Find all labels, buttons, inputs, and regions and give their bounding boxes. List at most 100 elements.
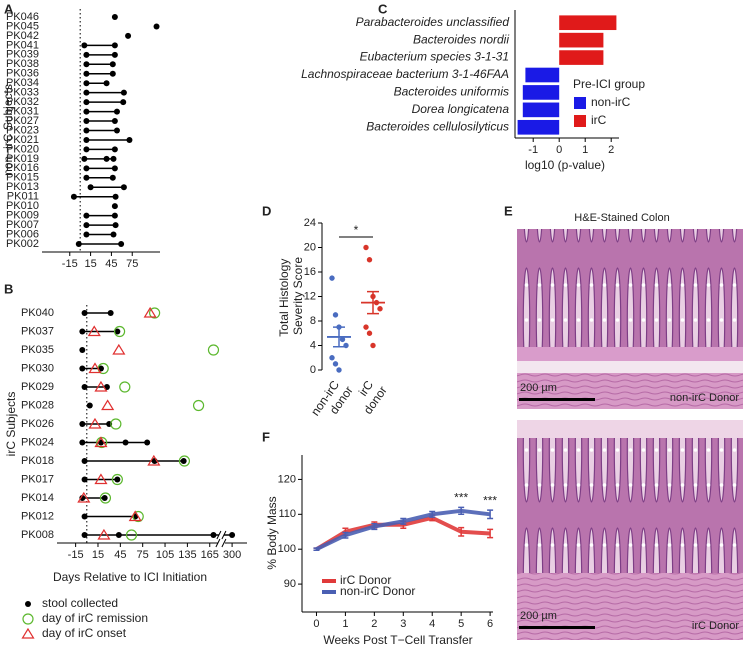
onset-marker bbox=[97, 528, 111, 540]
x-axis-label: log10 (p-value) bbox=[525, 158, 605, 172]
y-tick-label: PK046 bbox=[6, 11, 39, 23]
onset-marker bbox=[88, 362, 102, 374]
point bbox=[79, 365, 86, 372]
point bbox=[114, 328, 121, 335]
point bbox=[110, 231, 117, 238]
y-tick-label: PK036 bbox=[6, 68, 39, 80]
category-label: Dorea longicatena bbox=[412, 102, 510, 116]
panel-label: B bbox=[4, 281, 13, 296]
point bbox=[79, 328, 86, 335]
point bbox=[113, 127, 120, 134]
point bbox=[81, 384, 88, 390]
onset-marker bbox=[87, 325, 101, 337]
category-label: Eubacterium species 3-1-31 bbox=[360, 50, 509, 64]
remission-marker bbox=[207, 344, 220, 356]
annotation: *** bbox=[483, 493, 497, 507]
y-tick-label: PK019 bbox=[6, 153, 39, 165]
image-caption: irC Donor bbox=[692, 620, 739, 632]
bar bbox=[522, 102, 560, 118]
point bbox=[120, 89, 127, 96]
y-tick-label: PK008 bbox=[21, 529, 54, 541]
x-tick-label: non-irC donor bbox=[308, 375, 356, 426]
point bbox=[83, 61, 90, 68]
x-tick-label: irC donor bbox=[349, 375, 390, 416]
scale-bar-label: 200 µm bbox=[520, 382, 557, 394]
y-tick-label: 24 bbox=[304, 217, 316, 229]
y-tick-label: PK028 bbox=[21, 399, 54, 411]
y-tick-label: 90 bbox=[284, 578, 296, 590]
legend-title: Pre-ICI group bbox=[573, 77, 645, 91]
y-tick-label: PK037 bbox=[21, 325, 54, 337]
point bbox=[111, 203, 118, 210]
onset-marker bbox=[94, 473, 108, 485]
x-tick-label: 300 bbox=[223, 549, 241, 561]
error-bar bbox=[367, 290, 379, 315]
point bbox=[107, 310, 114, 316]
image-title: H&E-Stained Colon bbox=[574, 212, 669, 224]
x-tick-label: 75 bbox=[126, 258, 138, 270]
point bbox=[112, 222, 119, 229]
remission-marker bbox=[125, 529, 138, 541]
y-tick-label: PK042 bbox=[6, 30, 39, 42]
remission-marker bbox=[96, 436, 108, 449]
legend-label: day of irC remission bbox=[42, 611, 148, 625]
remission-marker bbox=[192, 399, 205, 412]
point bbox=[112, 193, 119, 200]
y-tick-label: 8 bbox=[310, 315, 316, 327]
x-tick-label: 1 bbox=[582, 144, 588, 156]
point bbox=[83, 174, 90, 181]
y-tick-label: PK023 bbox=[6, 124, 39, 136]
panel-label: D bbox=[262, 203, 271, 218]
point bbox=[81, 476, 88, 483]
y-tick-label: 12 bbox=[304, 290, 316, 302]
bar bbox=[525, 67, 560, 83]
y-tick-label: 110 bbox=[278, 508, 296, 520]
point bbox=[111, 51, 118, 58]
y-tick-label: PK032 bbox=[6, 96, 39, 108]
point bbox=[70, 193, 77, 200]
y-tick-label: PK020 bbox=[6, 143, 39, 155]
y-tick-label: PK045 bbox=[6, 20, 39, 32]
panel-label: C bbox=[378, 1, 388, 16]
x-tick-label: 15 bbox=[84, 258, 96, 270]
y-tick-label: PK013 bbox=[6, 181, 39, 193]
category-label: Bacteroides cellulosilyticus bbox=[366, 119, 509, 133]
panel-label: F bbox=[262, 429, 270, 444]
remission-marker bbox=[178, 455, 191, 467]
x-tick-label: 4 bbox=[429, 618, 435, 630]
point bbox=[366, 257, 373, 263]
y-tick-label: PK038 bbox=[6, 58, 39, 70]
point bbox=[126, 136, 133, 143]
y-tick-label: PK016 bbox=[6, 162, 39, 174]
bar bbox=[559, 15, 617, 31]
series-line bbox=[315, 508, 491, 552]
point bbox=[144, 439, 151, 446]
legend-marker bbox=[25, 601, 31, 607]
point bbox=[329, 275, 335, 281]
point bbox=[81, 458, 88, 464]
point bbox=[83, 99, 90, 106]
point bbox=[210, 532, 217, 538]
legend-label: irC bbox=[591, 113, 607, 127]
onset-marker bbox=[128, 510, 142, 522]
y-tick-label: 4 bbox=[310, 339, 316, 351]
point bbox=[336, 367, 342, 373]
y-tick-label: PK010 bbox=[6, 200, 39, 212]
category-label: Bacteroides nordii bbox=[413, 32, 509, 46]
x-tick-label: 135 bbox=[178, 549, 196, 561]
point bbox=[83, 146, 90, 153]
onset-marker bbox=[94, 380, 108, 392]
y-tick-label: PK041 bbox=[6, 39, 39, 51]
point bbox=[81, 155, 88, 162]
onset-marker bbox=[88, 417, 102, 429]
point bbox=[110, 155, 117, 162]
point bbox=[103, 155, 110, 162]
y-tick-label: 0 bbox=[310, 364, 316, 376]
break-mark bbox=[216, 530, 227, 540]
x-tick-label: 0 bbox=[313, 618, 319, 630]
onset-marker bbox=[147, 454, 161, 466]
y-tick-label: PK024 bbox=[21, 436, 54, 448]
point bbox=[229, 532, 236, 538]
remission-marker bbox=[113, 325, 126, 338]
y-tick-label: PK034 bbox=[6, 77, 39, 89]
